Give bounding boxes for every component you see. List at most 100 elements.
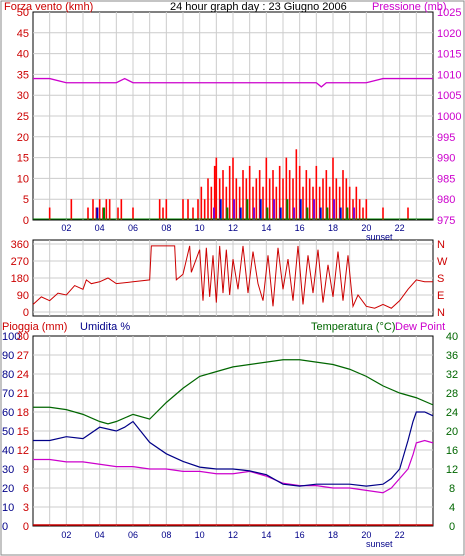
humidity-tick-label: 70 <box>2 388 14 400</box>
rain-tick-label: 9 <box>23 464 29 476</box>
sunset-annotation-2: sunset <box>366 539 393 549</box>
temperature-tick-label: 12 <box>446 464 458 476</box>
pressure-tick-label: 1010 <box>437 69 461 81</box>
wind-tick-label: 40 <box>17 49 29 61</box>
pressure-tick-label: 1015 <box>437 49 461 61</box>
compass-letter: S <box>437 273 444 285</box>
direction-tick-label: 90 <box>17 290 29 302</box>
wind-axis-label: Forza vento (kmh) <box>4 1 93 13</box>
direction-tick-label: 360 <box>11 239 29 251</box>
temperature-axis-label: Temperatura (°C) <box>311 321 395 333</box>
wind-tick-label: 50 <box>17 7 29 19</box>
direction-line <box>32 245 433 309</box>
direction-tick-label: 0 <box>23 307 29 319</box>
temp-x-tick-label: 18 <box>328 530 338 540</box>
humidity-tick-label: 40 <box>2 445 14 457</box>
wind-tick-label: 35 <box>17 69 29 81</box>
humidity-line <box>33 411 434 487</box>
rain-tick-label: 24 <box>17 369 29 381</box>
sunset-annotation: sunset <box>366 232 393 242</box>
pressure-tick-label: 975 <box>437 215 455 227</box>
wind-x-tick-label: 20 <box>361 223 371 233</box>
pressure-tick-label: 985 <box>437 173 455 185</box>
temp-x-tick-label: 20 <box>361 530 371 540</box>
temperature-tick-label: 4 <box>449 502 455 514</box>
temperature-tick-label: 0 <box>449 521 455 533</box>
rain-axis-label: Pioggia (mm) <box>2 321 67 333</box>
pressure-tick-label: 1005 <box>437 90 461 102</box>
temperature-tick-label: 36 <box>446 350 458 362</box>
rain-tick-label: 30 <box>17 331 29 343</box>
temp-x-tick-label: 04 <box>95 530 105 540</box>
wind-x-tick-label: 16 <box>295 223 305 233</box>
temp-x-tick-label: 02 <box>61 530 71 540</box>
humidity-tick-label: 50 <box>2 426 14 438</box>
temperature-tick-label: 40 <box>446 331 458 343</box>
compass-letter: N <box>437 239 445 251</box>
temperature-tick-label: 20 <box>446 426 458 438</box>
pressure-tick-label: 995 <box>437 132 455 144</box>
wind-tick-label: 5 <box>23 194 29 206</box>
temperature-tick-label: 8 <box>449 483 455 495</box>
compass-letter: E <box>437 290 444 302</box>
wind-x-tick-label: 22 <box>395 223 405 233</box>
rain-tick-label: 27 <box>17 350 29 362</box>
temperature-tick-label: 28 <box>446 388 458 400</box>
wind-tick-label: 30 <box>17 90 29 102</box>
temp-x-tick-label: 12 <box>228 530 238 540</box>
pressure-line <box>33 77 433 88</box>
chart-title: 24 hour graph day : 23 Giugno 2006 <box>170 1 347 13</box>
temperature-tick-label: 16 <box>446 445 458 457</box>
rain-tick-label: 21 <box>17 388 29 400</box>
humidity-tick-label: 20 <box>2 483 14 495</box>
humidity-tick-label: 90 <box>2 350 14 362</box>
wind-x-tick-label: 08 <box>161 223 171 233</box>
pressure-tick-label: 1020 <box>437 28 461 40</box>
temp-x-tick-label: 22 <box>395 530 405 540</box>
wind-tick-label: 10 <box>17 173 29 185</box>
pressure-tick-label: 980 <box>437 194 455 206</box>
pressure-tick-label: 990 <box>437 153 455 165</box>
wind-x-tick-label: 10 <box>195 223 205 233</box>
humidity-tick-label: 0 <box>2 521 8 533</box>
pressure-tick-label: 1000 <box>437 111 461 123</box>
humidity-tick-label: 80 <box>2 369 14 381</box>
wind-x-tick-label: 12 <box>228 223 238 233</box>
humidity-tick-label: 10 <box>2 502 14 514</box>
temperature-tick-label: 24 <box>446 407 458 419</box>
wind-tick-label: 15 <box>17 153 29 165</box>
rain-tick-label: 12 <box>17 445 29 457</box>
rain-tick-label: 3 <box>23 502 29 514</box>
pressure-tick-label: 1025 <box>437 7 461 19</box>
temperature-tick-label: 32 <box>446 369 458 381</box>
direction-tick-label: 180 <box>11 273 29 285</box>
dewpoint-axis-label: Dew Point <box>395 321 445 333</box>
temp-x-tick-label: 08 <box>161 530 171 540</box>
compass-letter: N <box>437 307 445 319</box>
wind-tick-label: 45 <box>17 28 29 40</box>
wind-x-tick-label: 02 <box>61 223 71 233</box>
dewpoint-line <box>33 439 434 494</box>
humidity-tick-label: 100 <box>2 331 20 343</box>
humidity-tick-label: 60 <box>2 407 14 419</box>
wind-tick-label: 20 <box>17 132 29 144</box>
temp-x-tick-label: 14 <box>261 530 271 540</box>
rain-tick-label: 18 <box>17 407 29 419</box>
pressure-axis-label: Pressione (mb) <box>372 1 447 13</box>
rain-tick-label: 15 <box>17 426 29 438</box>
temperature-line <box>33 359 434 425</box>
wind-x-tick-label: 06 <box>128 223 138 233</box>
temp-x-tick-label: 06 <box>128 530 138 540</box>
wind-x-tick-label: 14 <box>261 223 271 233</box>
wind-x-tick-label: 04 <box>95 223 105 233</box>
direction-tick-label: 270 <box>11 256 29 268</box>
humidity-tick-label: 30 <box>2 464 14 476</box>
wind-x-tick-label: 18 <box>328 223 338 233</box>
rain-tick-label: 0 <box>23 521 29 533</box>
temp-x-tick-label: 10 <box>195 530 205 540</box>
wind-tick-label: 0 <box>23 215 29 227</box>
humidity-axis-label: Umidita % <box>80 321 130 333</box>
rain-tick-label: 6 <box>23 483 29 495</box>
